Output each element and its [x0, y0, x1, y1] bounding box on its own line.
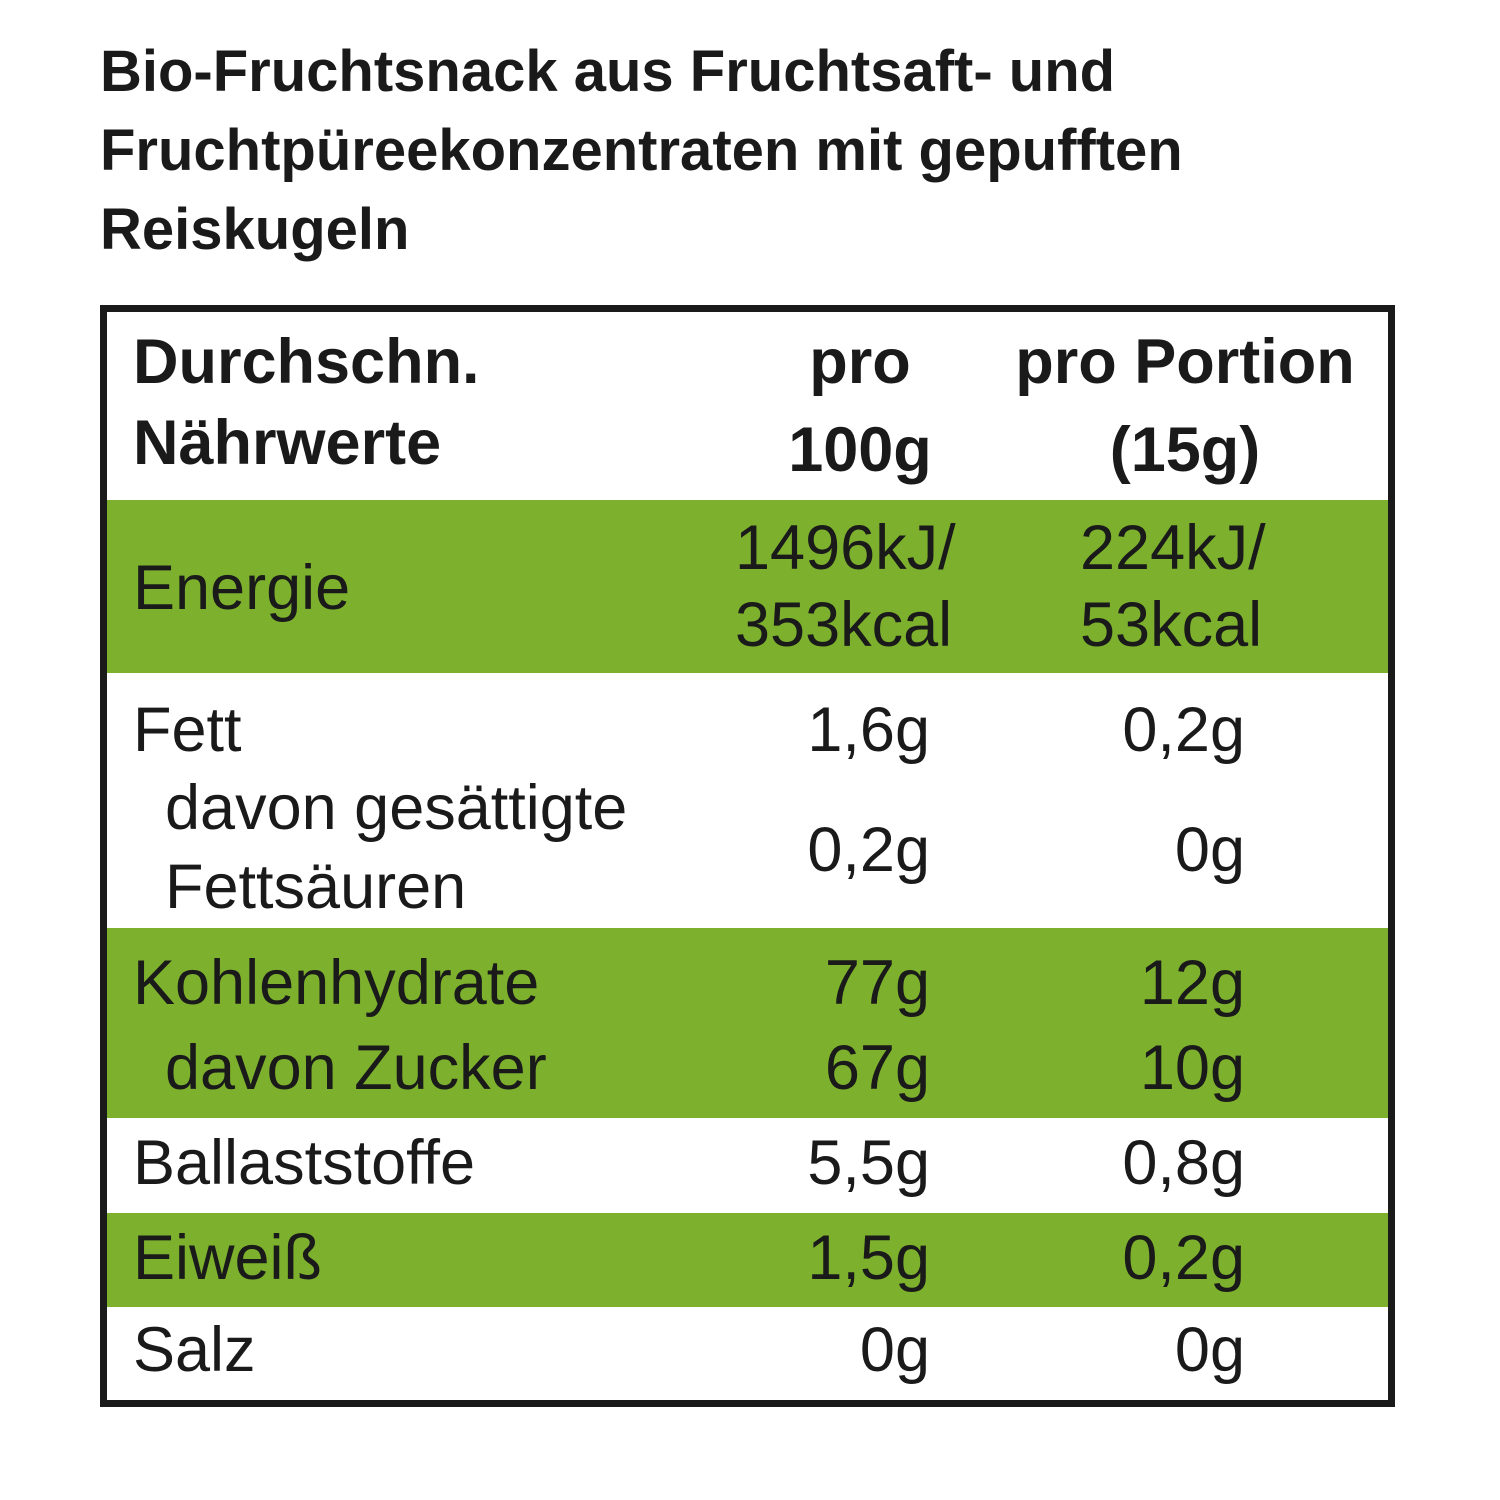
- header-column: pro: [809, 327, 911, 397]
- cell-value: 0,2g: [807, 815, 930, 885]
- cell-value: 1496kJ/: [735, 513, 956, 583]
- row-label: Kohlenhydrate: [133, 948, 540, 1018]
- title-line: Fruchtpüreekonzentraten mit gepufften: [100, 118, 1183, 183]
- row-band: [107, 1213, 1388, 1307]
- cell-value: 12g: [1139, 948, 1245, 1018]
- cell-value: 0g: [1174, 1315, 1245, 1385]
- row-label: Salz: [133, 1315, 256, 1385]
- table-frame: [100, 305, 1395, 1407]
- cell-value: 0g: [1174, 815, 1245, 885]
- row-label: Eiweiß: [133, 1223, 323, 1293]
- header-column: 100g: [788, 415, 932, 485]
- title-line: Bio-Fruchtsnack aus Fruchtsaft- und: [100, 39, 1116, 104]
- row-label: davon gesättigte: [165, 773, 628, 843]
- header-label: Nährwerte: [133, 408, 442, 478]
- cell-value: 224kJ/: [1080, 513, 1266, 583]
- cell-value: 353kcal: [735, 590, 953, 660]
- cell-value: 0,8g: [1122, 1128, 1245, 1198]
- header-column: (15g): [1109, 415, 1261, 485]
- title-line: Reiskugeln: [100, 197, 410, 262]
- row-label: Fettsäuren: [165, 852, 467, 922]
- cell-value: 77g: [824, 948, 930, 1018]
- row-band: [107, 928, 1388, 1118]
- header-label: Durchschn.: [133, 327, 480, 397]
- row-band: [107, 500, 1388, 673]
- cell-value: 1,5g: [807, 1223, 930, 1293]
- row-label: Energie: [133, 553, 351, 623]
- cell-value: 5,5g: [807, 1128, 930, 1198]
- row-label: davon Zucker: [165, 1033, 547, 1103]
- cell-value: 67g: [824, 1033, 930, 1103]
- cell-value: 0,2g: [1122, 1223, 1245, 1293]
- cell-value: 1,6g: [807, 695, 930, 765]
- cell-value: 0g: [859, 1315, 930, 1385]
- cell-value: 10g: [1139, 1033, 1245, 1103]
- cell-value: 53kcal: [1080, 590, 1263, 660]
- cell-value: 0,2g: [1122, 695, 1245, 765]
- header-column: pro Portion: [1015, 327, 1355, 397]
- row-label: Fett: [133, 695, 242, 765]
- row-label: Ballaststoffe: [133, 1128, 476, 1198]
